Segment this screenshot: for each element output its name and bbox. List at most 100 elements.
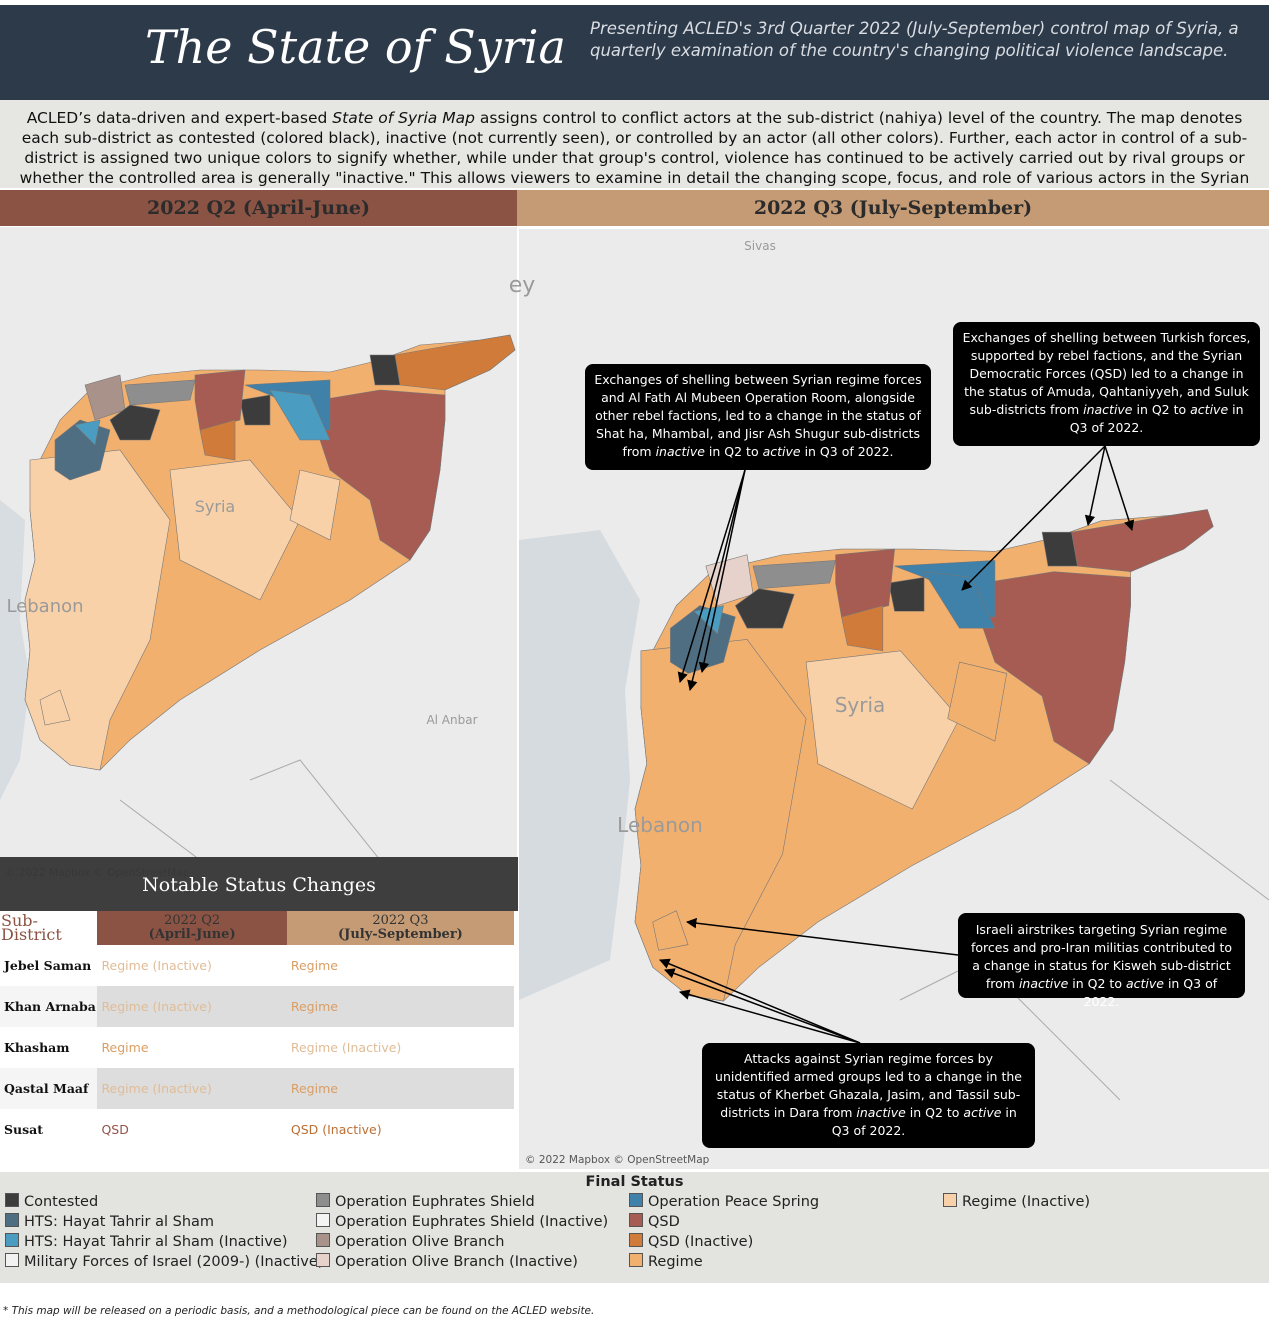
annotation-text: in Q2 to	[1068, 976, 1126, 991]
sub-district: Jebel Saman	[4, 958, 92, 973]
region	[74, 419, 101, 446]
legend-swatch	[316, 1253, 330, 1267]
legend-item: HTS: Hayat Tahrir al Sham	[5, 1213, 214, 1230]
map-label: Al Anbar	[426, 713, 477, 727]
map-q2	[0, 227, 517, 857]
legend-label: QSD (Inactive)	[648, 1234, 754, 1250]
region	[124, 379, 196, 406]
legend-item: Regime (Inactive)	[943, 1193, 1090, 1210]
status-cell: QSD	[101, 1122, 129, 1137]
annotation-text: inactive	[655, 444, 705, 459]
region	[841, 605, 884, 652]
annotation-text: in Q3 of 2022.	[831, 1105, 1017, 1138]
annotation-text: in Q2 to	[704, 444, 763, 459]
legend-item: HTS: Hayat Tahrir al Sham (Inactive)	[5, 1233, 288, 1250]
legend-label: HTS: Hayat Tahrir al Sham (Inactive)	[24, 1234, 288, 1250]
legend-swatch	[629, 1233, 643, 1247]
region	[947, 661, 1008, 742]
legend-label: Operation Peace Spring	[648, 1194, 820, 1210]
annotation-text: in Q2 to	[905, 1105, 964, 1120]
annotation: Exchanges of shelling between Turkish fo…	[953, 322, 1260, 446]
region	[239, 394, 271, 426]
column-note: (July-September)	[338, 927, 463, 942]
table-row: Khasham Regime Regime (Inactive)	[0, 1027, 514, 1068]
legend-swatch	[5, 1213, 19, 1227]
region	[199, 419, 236, 461]
sub-district: Susat	[4, 1122, 44, 1137]
annotation: Attacks against Syrian regime forces by …	[702, 1043, 1035, 1148]
sub-district: Khasham	[4, 1040, 70, 1055]
footnote: * This map will be released on a periodi…	[3, 1305, 595, 1317]
annotation-text: active	[762, 444, 801, 459]
table-header: 2022 Q2 (April-June)	[97, 911, 287, 945]
region	[752, 560, 836, 589]
legend-label: Regime	[648, 1254, 703, 1270]
region	[652, 910, 689, 951]
annotation-text: active	[963, 1105, 1002, 1120]
region	[734, 588, 795, 629]
legend-label: Operation Olive Branch (Inactive)	[335, 1254, 578, 1270]
legend-label: Operation Euphrates Shield	[335, 1194, 535, 1210]
annotation-text: inactive	[856, 1105, 906, 1120]
region	[1071, 509, 1214, 573]
legend-swatch	[629, 1213, 643, 1227]
legend-item: Operation Euphrates Shield	[316, 1193, 535, 1210]
legend-label: Contested	[24, 1194, 99, 1210]
status-cell: QSD (Inactive)	[290, 1122, 382, 1137]
legend-item: QSD (Inactive)	[629, 1233, 753, 1250]
legend-item: QSD	[629, 1213, 680, 1230]
legend-item: Operation Olive Branch	[316, 1233, 505, 1250]
legend-item: Operation Peace Spring	[629, 1193, 819, 1210]
column-title: 2022 Q3	[372, 913, 429, 928]
status-cell: Regime (Inactive)	[290, 1040, 402, 1055]
map-label: ey	[509, 273, 536, 298]
status-table: Sub-District 2022 Q2 (April-June) 2022 Q3 (J…	[0, 911, 514, 1150]
legend-swatch	[316, 1233, 330, 1247]
annotation-text: inactive	[1083, 402, 1133, 417]
table-header: 2022 Q3 (July-September)	[286, 911, 514, 945]
region	[888, 576, 925, 612]
annotation-text: inactive	[1018, 976, 1069, 991]
legend-label: Operation Euphrates Shield (Inactive)	[335, 1214, 609, 1230]
intro-text: State of Syria Map	[332, 109, 475, 127]
annotation-arrows	[659, 445, 1135, 1044]
legend-swatch	[5, 1193, 19, 1207]
table: Sub-District 2022 Q2 (April-June) 2022 Q3 (J…	[0, 911, 518, 1171]
table-row: Khan Arnaba Regime (Inactive) Regime	[0, 986, 514, 1027]
sub-district: Khan Arnaba	[0, 986, 98, 1027]
legend-item: Contested	[5, 1193, 98, 1210]
region	[923, 571, 996, 629]
legend-label: HTS: Hayat Tahrir al Sham	[24, 1214, 215, 1230]
intro-text: ACLED’s data-driven and expert-based	[26, 109, 333, 127]
annotation-text: active	[1125, 976, 1164, 991]
annotation-text: active	[1190, 402, 1229, 417]
annotation-text: in Q3 of 2022.	[1083, 976, 1218, 1009]
legend-swatch	[5, 1253, 19, 1267]
table-row: Jebel Saman Regime (Inactive) Regime	[0, 945, 514, 986]
legend-swatch	[629, 1253, 643, 1267]
legend-swatch	[5, 1233, 19, 1247]
legend-swatch	[943, 1193, 957, 1207]
status-cell: Regime (Inactive)	[101, 958, 212, 973]
legend: Final Status Contested HTS: Hayat Tahrir …	[0, 1172, 1269, 1283]
annotation-text: Attacks against Syrian regime forces by …	[715, 1051, 1022, 1120]
status-cell: Regime (Inactive)	[97, 986, 287, 1027]
region	[109, 404, 161, 441]
status-cell: Regime	[286, 986, 514, 1027]
column-title: Sub-District	[1, 911, 62, 944]
panel-title: 2022 Q3 (July-September)	[517, 190, 1269, 226]
region	[289, 469, 341, 541]
map-label: Syria	[195, 497, 235, 516]
legend-swatch	[316, 1193, 330, 1207]
sub-district: Qastal Maaf	[0, 1068, 98, 1109]
region	[394, 334, 516, 391]
status-cell: Regime	[290, 958, 338, 973]
status-cell: Regime	[286, 1068, 514, 1109]
legend-item: Military Forces of Israel (2009-) (Inact…	[5, 1253, 323, 1270]
map-label: Syria	[835, 693, 886, 717]
annotation: Exchanges of shelling between Syrian reg…	[585, 364, 931, 470]
header-bar	[0, 5, 1269, 100]
region	[805, 650, 960, 810]
region	[24, 449, 171, 771]
region	[169, 459, 301, 601]
